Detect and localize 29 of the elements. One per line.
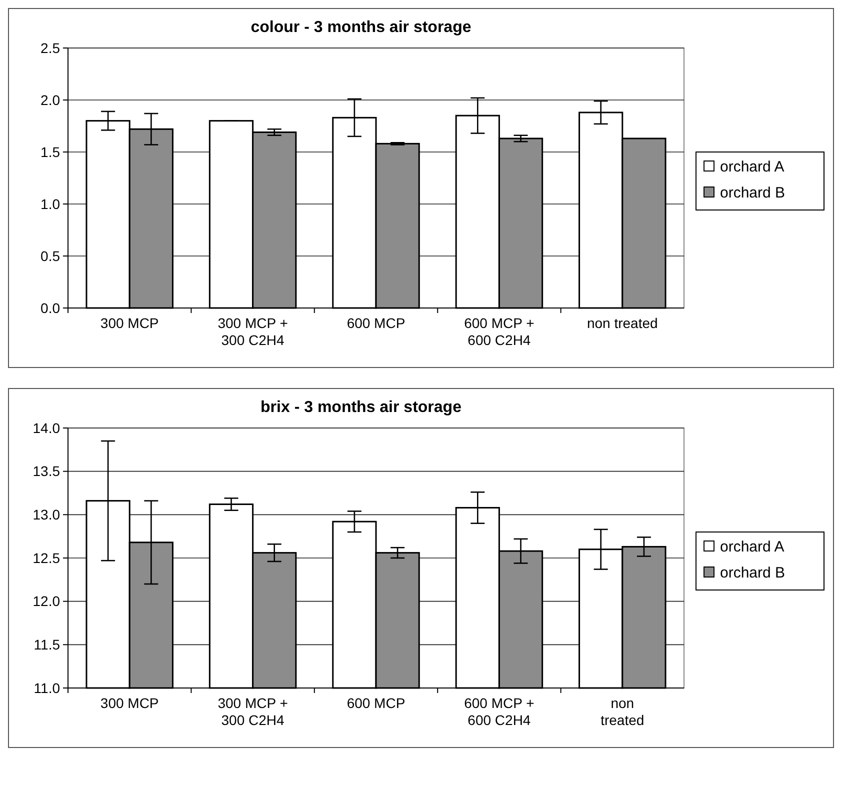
y-tick-label: 1.0 [40,196,60,212]
x-tick-label: 300 MCP + 300 C2H4 [218,695,288,728]
legend-label: orchard B [720,184,786,202]
legend-label: orchard A [720,538,784,556]
y-tick-label: 2.5 [40,40,60,56]
y-tick-label: 12.5 [32,550,60,566]
x-tick-label: non treated [600,695,644,728]
x-tick-label: 300 MCP + 300 C2H4 [218,315,288,348]
x-tick-label: 600 MCP + 600 C2H4 [464,315,534,348]
y-tick-label: 1.5 [40,144,60,160]
legend-label: orchard A [720,158,784,176]
x-tick-label: 300 MCP [100,315,159,331]
y-tick-label: 0.0 [40,300,60,316]
y-tick-label: 11.0 [34,680,60,696]
y-tick-label: 14.0 [32,420,60,436]
legend-label: orchard B [720,564,786,582]
y-tick-label: 0.5 [40,248,60,264]
chart-title: colour - 3 months air storage [250,19,472,36]
x-tick-label: 600 MCP [346,315,406,331]
y-tick-label: 12.0 [32,593,60,610]
x-tick-label: 600 MCP [346,695,406,711]
y-tick-label: 13.0 [32,506,60,523]
x-tick-label: 300 MCP [100,695,159,711]
chart-title: brix - 3 months air storage [260,399,462,416]
x-tick-label: non treated [586,315,658,331]
x-tick-label: 600 MCP + 600 C2H4 [464,695,534,728]
y-tick-label: 13.5 [32,463,60,480]
y-tick-label: 11.5 [34,636,60,653]
y-tick-label: 2.0 [40,92,60,108]
